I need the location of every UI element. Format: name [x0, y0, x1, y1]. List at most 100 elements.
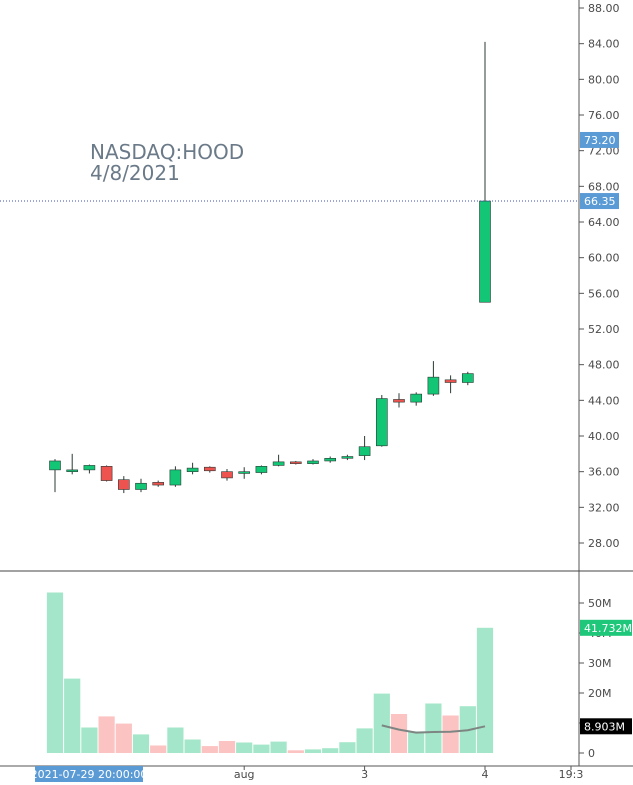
time-axis-label: aug: [234, 768, 255, 781]
volume-bar: [167, 727, 184, 753]
candle-body: [375, 398, 388, 447]
volume-bar: [408, 731, 425, 753]
candle: [444, 375, 457, 394]
candle: [289, 460, 302, 465]
volume-bar: [132, 734, 150, 753]
candle: [135, 478, 147, 493]
candle: [255, 465, 268, 475]
candle: [83, 464, 96, 474]
candle: [238, 467, 250, 479]
price-tick-label: 44.00: [588, 394, 620, 407]
candle: [272, 454, 285, 467]
candle: [393, 393, 405, 408]
time-axis-label: 4: [482, 768, 489, 781]
candle-body: [100, 466, 113, 481]
volume-marker-box: [580, 619, 632, 636]
price-tick-label: 84.00: [588, 38, 620, 51]
volume-tick-label: 30M: [588, 657, 612, 670]
price-tick-label: 60.00: [588, 252, 620, 265]
candle-body: [66, 469, 78, 472]
volume-bar: [356, 728, 373, 753]
time-axis-label: 2021-07-29 20:00:00: [31, 768, 148, 781]
volume-pane: [46, 592, 494, 753]
candle: [49, 459, 61, 493]
candle: [100, 465, 113, 482]
candle-body: [238, 471, 250, 474]
price-tick-label: 48.00: [588, 359, 620, 372]
volume-bar: [425, 703, 442, 753]
volume-marker-label: 41.732M: [584, 622, 632, 635]
candle-body: [427, 376, 440, 395]
volume-bar: [390, 714, 408, 753]
price-tick-label: 36.00: [588, 466, 620, 479]
price-tick-label: 88.00: [588, 2, 620, 15]
price-marker-label: 73.20: [584, 134, 616, 147]
candle: [204, 466, 216, 473]
volume-bar: [201, 746, 218, 753]
time-axis-labels: 2021-07-29 20:00:00 aug 3 4 19:3: [31, 766, 584, 782]
candle: [221, 468, 233, 481]
volume-bar: [442, 715, 459, 753]
candle-body: [204, 466, 216, 472]
time-label-highlight: [35, 766, 143, 782]
volume-bar: [476, 627, 494, 753]
candle-body: [410, 393, 423, 403]
candle-body: [169, 469, 182, 486]
price-pane: [0, 41, 579, 494]
price-tick-labels: 88.0084.0080.0076.0072.0068.0064.0060.00…: [579, 2, 620, 550]
volume-bar: [184, 739, 201, 753]
candle-body: [358, 446, 371, 456]
volume-bar: [46, 592, 64, 753]
volume-tick-label: 0: [588, 747, 595, 760]
candle-body: [393, 399, 405, 403]
candle: [118, 476, 130, 494]
volume-bar: [98, 716, 115, 753]
volume-tick-label: 20M: [588, 687, 612, 700]
price-tick-label: 68.00: [588, 180, 620, 193]
volume-bar: [81, 727, 98, 753]
price-marker-box: [580, 193, 619, 210]
time-axis-label: 19:3: [559, 768, 584, 781]
volume-bar: [253, 744, 270, 753]
candle: [307, 459, 319, 465]
price-tick-label: 40.00: [588, 430, 620, 443]
candle: [341, 454, 354, 461]
price-marker-box: [580, 131, 619, 148]
volume-bar: [339, 742, 356, 753]
price-tick-label: 76.00: [588, 109, 620, 122]
candle: [186, 462, 199, 475]
candle-body: [186, 467, 199, 472]
volume-bar: [322, 748, 339, 753]
price-tick-label: 28.00: [588, 537, 620, 550]
candle: [410, 392, 423, 406]
axes: [0, 0, 633, 767]
candle-body: [461, 373, 474, 383]
volume-bar: [115, 723, 132, 753]
candle-body: [118, 479, 130, 490]
volume-marker-label: 8.903M: [584, 720, 625, 733]
candle-body: [479, 200, 491, 303]
candle: [169, 466, 182, 487]
candle-body: [341, 456, 354, 459]
candle-body: [83, 465, 96, 471]
price-marker-label: 66.35: [584, 195, 616, 208]
candle: [461, 371, 474, 386]
axis-markers: 73.20 66.35 41.732M 8.903M: [580, 131, 632, 735]
candle: [479, 41, 491, 303]
volume-bar: [218, 741, 236, 753]
candle: [324, 456, 337, 463]
candle-body: [255, 466, 268, 473]
candle: [358, 436, 371, 461]
candle-body: [221, 471, 233, 479]
price-tick-label: 56.00: [588, 287, 620, 300]
price-tick-label: 80.00: [588, 73, 620, 86]
candle-body: [444, 379, 457, 383]
candle-body: [289, 461, 302, 464]
candle: [152, 480, 164, 487]
volume-bar: [150, 745, 167, 753]
time-axis-label: 3: [361, 768, 368, 781]
volume-bar: [64, 678, 81, 753]
candle-body: [135, 482, 147, 490]
volume-bar: [270, 741, 287, 753]
